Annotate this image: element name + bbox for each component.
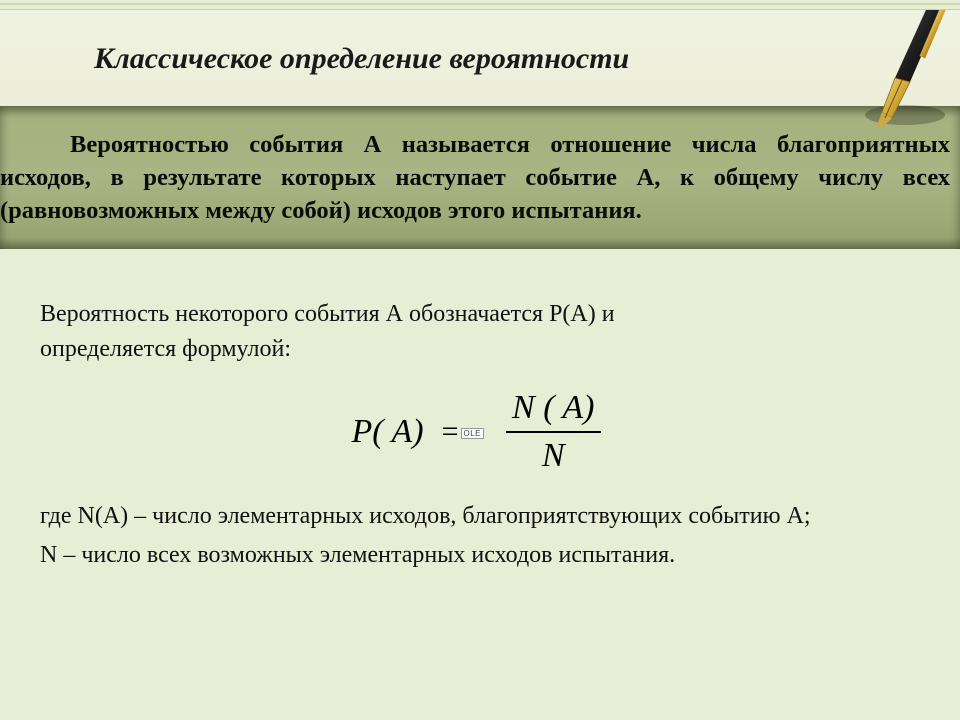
na-description: – число элементарных исходов, благоприят… <box>128 503 810 529</box>
top-decorative-bars <box>0 0 960 10</box>
notation-line-2: определяется формулой: <box>40 332 912 367</box>
ole-placeholder-icon: OLE <box>461 428 485 439</box>
body-region: Вероятность некоторого события А обознач… <box>0 249 960 572</box>
formula-lhs: P( A) <box>352 413 424 451</box>
where-label: где <box>40 503 78 529</box>
where-na-line: где N(A) – число элементарных исходов, б… <box>40 499 912 534</box>
notation-line-1: Вероятность некоторого события А обознач… <box>40 297 912 332</box>
formula: P( A) =OLE N ( A) N <box>40 389 912 475</box>
formula-equals: =OLE <box>442 415 484 449</box>
var-n: N <box>40 542 57 568</box>
definition-content: Вероятностью события А называется отноше… <box>0 131 950 224</box>
n-description: – число всех возможных элементарных исхо… <box>57 542 675 568</box>
slide-title: Классическое определение вероятности <box>94 42 900 76</box>
where-n-line: N – число всех возможных элементарных ис… <box>40 538 912 573</box>
var-na: N(A) <box>78 503 129 529</box>
formula-denominator: N <box>506 433 600 475</box>
formula-fraction: N ( A) N <box>506 389 600 475</box>
title-region: Классическое определение вероятности <box>0 0 960 106</box>
formula-numerator: N ( A) <box>506 389 600 433</box>
definition-text: Вероятностью события А называется отноше… <box>0 128 950 227</box>
definition-band: Вероятностью события А называется отноше… <box>0 106 960 249</box>
